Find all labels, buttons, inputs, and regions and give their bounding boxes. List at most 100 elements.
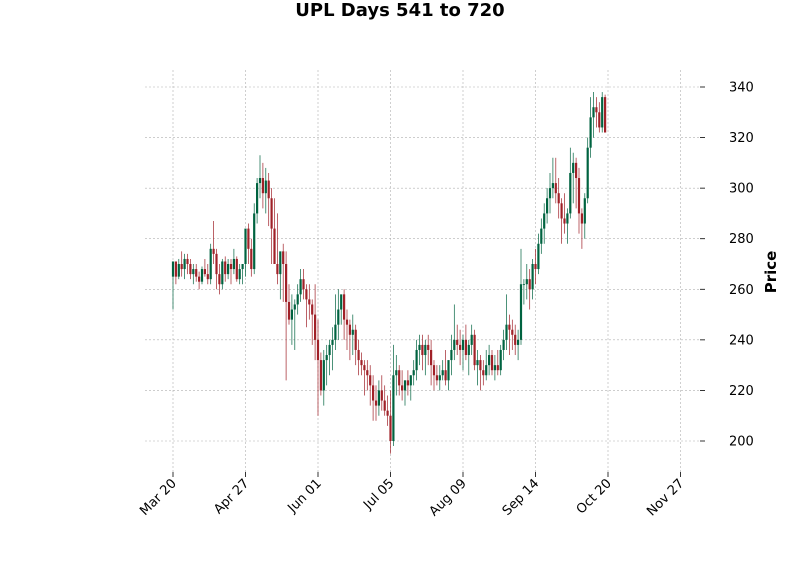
candle — [232, 248, 235, 275]
candle-body — [546, 198, 549, 214]
candle-body — [256, 183, 259, 214]
candle — [392, 344, 395, 447]
candle — [435, 365, 438, 386]
candle — [560, 198, 563, 244]
candle — [459, 329, 462, 366]
candle-body — [198, 276, 201, 282]
candle — [604, 94, 607, 133]
candle-body — [482, 370, 485, 376]
candle — [546, 188, 549, 224]
candle-body — [438, 375, 441, 381]
candle — [316, 319, 320, 416]
candle — [171, 261, 175, 310]
candle — [409, 375, 412, 401]
candle — [395, 355, 398, 396]
candle — [351, 314, 354, 356]
candle — [482, 360, 485, 386]
candle — [270, 188, 273, 264]
candle-body — [577, 178, 581, 214]
candle-body — [453, 339, 456, 350]
candle — [305, 284, 308, 328]
candle-body — [424, 344, 427, 356]
candle — [479, 355, 482, 391]
candle — [247, 223, 250, 264]
candle-body — [508, 324, 511, 330]
candle — [357, 339, 360, 376]
candle — [470, 324, 473, 356]
candle-body — [174, 261, 177, 277]
candle-body — [461, 339, 465, 350]
candle — [586, 137, 589, 204]
candle — [595, 97, 598, 128]
candle-body — [421, 344, 424, 356]
candle-body — [322, 360, 325, 391]
candle — [525, 264, 528, 300]
candle-body — [598, 112, 601, 128]
candle — [360, 352, 363, 376]
candle — [282, 243, 285, 302]
candle-body — [253, 213, 256, 270]
candle — [189, 258, 192, 280]
y-tick-label: 320 — [729, 131, 754, 146]
candle — [566, 208, 569, 244]
candle-body — [345, 319, 349, 325]
candle-body — [206, 274, 209, 280]
candle-body — [566, 213, 569, 224]
candle-body — [270, 198, 273, 229]
candle-body — [267, 180, 270, 199]
candle — [241, 264, 244, 285]
candle-body — [244, 228, 247, 264]
candle-body — [427, 344, 430, 350]
candle-body — [464, 339, 467, 356]
candle-body — [389, 415, 392, 441]
candle — [174, 261, 177, 285]
candle-body — [583, 198, 586, 224]
candle-body — [601, 97, 604, 128]
candle-body — [360, 360, 363, 366]
candle — [592, 92, 595, 138]
candle-body — [525, 279, 528, 285]
candle-body — [343, 294, 346, 320]
candle-body — [337, 309, 340, 325]
candle — [575, 157, 578, 209]
candle — [499, 344, 502, 376]
y-tick-label: 220 — [729, 384, 754, 399]
candle-body — [372, 385, 375, 401]
candle — [331, 327, 334, 371]
candle-body — [308, 299, 311, 305]
candle-body — [241, 264, 244, 270]
candle-body — [296, 294, 299, 305]
candle — [296, 284, 299, 315]
candle-body — [499, 349, 502, 371]
candle-body — [534, 264, 537, 270]
candle-body — [363, 365, 366, 371]
candle-body — [171, 261, 175, 277]
candle-body — [200, 269, 204, 282]
candle — [183, 253, 186, 280]
candle-body — [305, 289, 308, 300]
candle-body — [386, 410, 389, 416]
candle — [583, 193, 586, 239]
candle — [377, 380, 380, 416]
candle — [383, 385, 386, 416]
x-axis: Mar 20 Apr 27 Jun 01 Jul 05 Aug 09 Sep 14 Oct … — [137, 472, 687, 519]
candle — [430, 339, 433, 386]
y-tick-label: 340 — [729, 81, 754, 96]
candle — [386, 395, 389, 426]
candle-body — [450, 349, 453, 361]
candle — [464, 324, 467, 361]
candle — [287, 284, 291, 325]
candle — [412, 360, 415, 386]
candle — [229, 258, 233, 285]
candle — [461, 334, 465, 371]
candle-body — [430, 349, 433, 366]
candle-body — [380, 390, 383, 401]
candle-body — [575, 162, 578, 179]
candle — [253, 203, 256, 275]
candle — [235, 256, 238, 282]
candle — [311, 299, 314, 345]
candle-body — [183, 258, 186, 270]
candle — [476, 349, 479, 386]
candle-body — [519, 284, 523, 340]
